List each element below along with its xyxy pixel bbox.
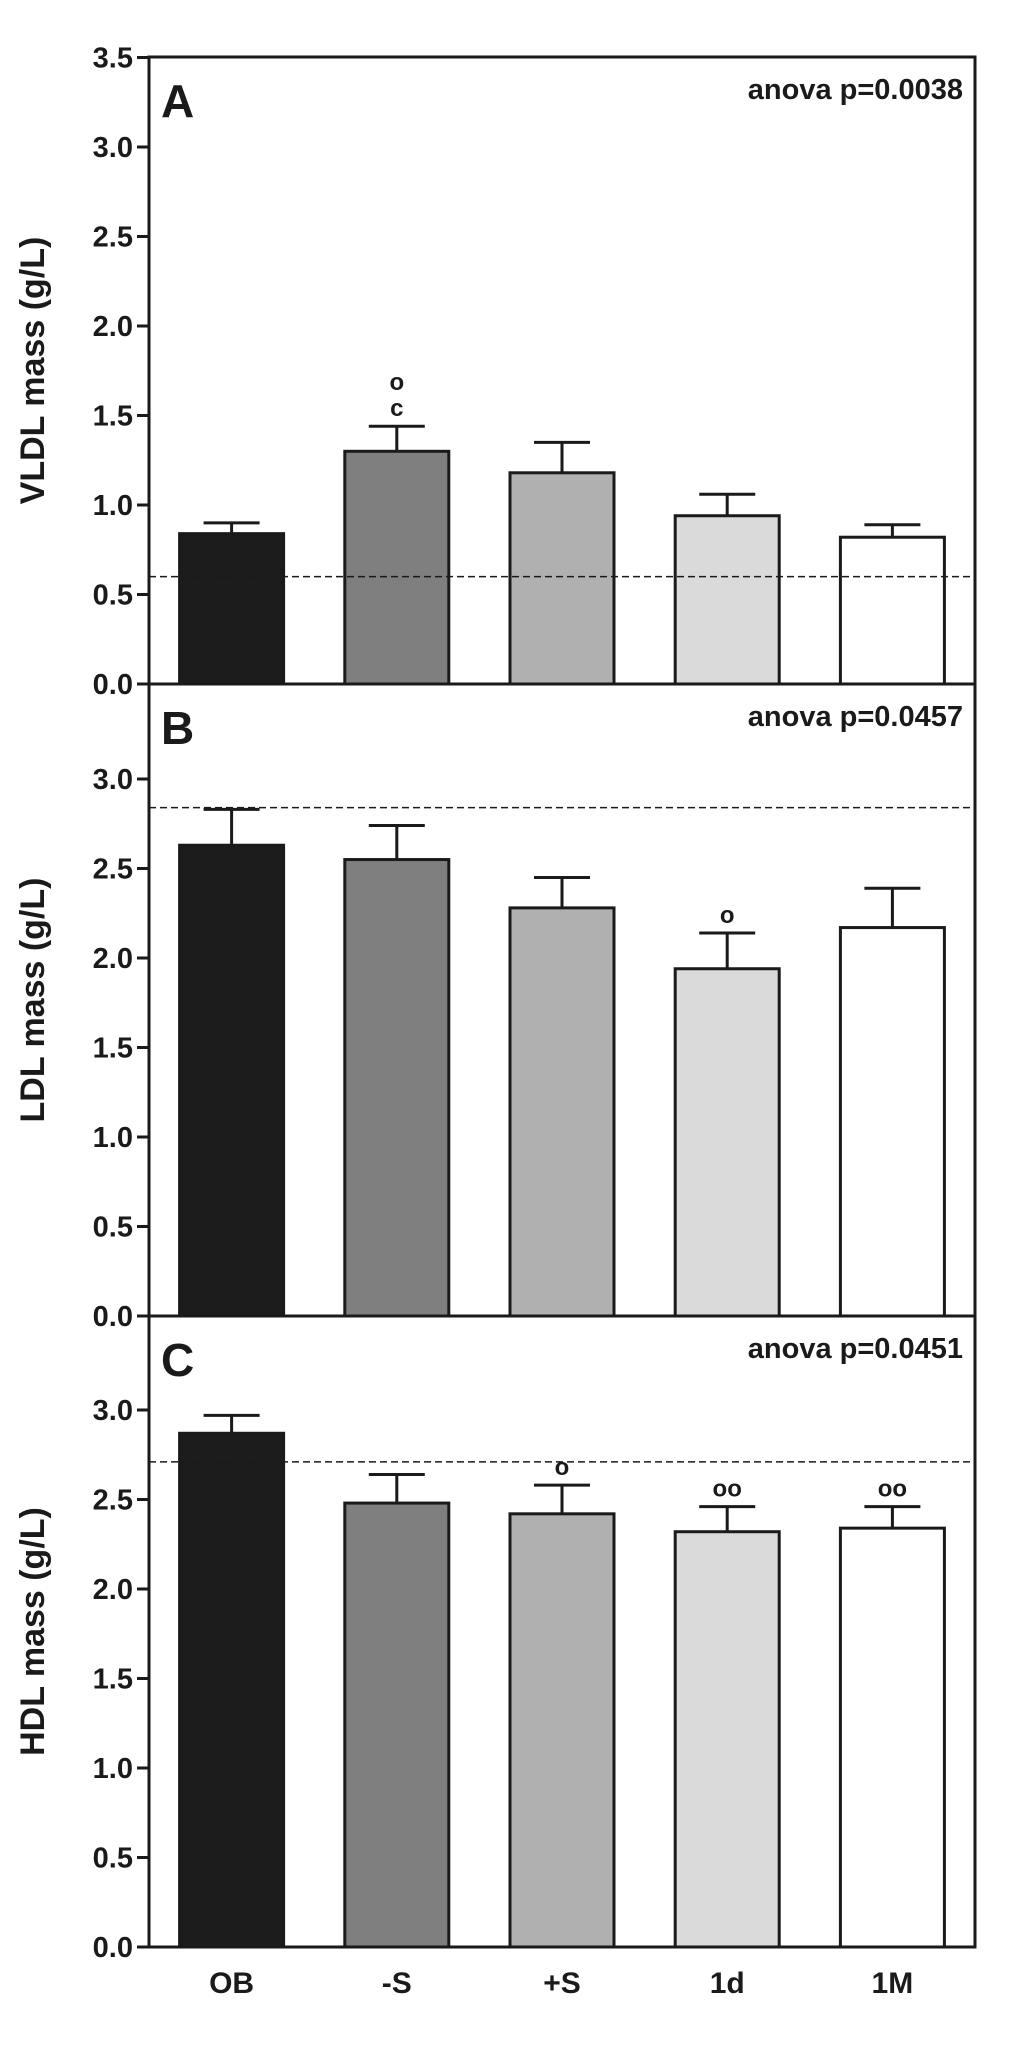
x-tick-label: +S [543,1967,581,2000]
significance-marker: o [720,902,735,929]
significance-marker: c [390,395,403,422]
bar--S [343,449,451,686]
x-tick-label: 1M [872,1967,914,2000]
significance-marker: o [389,369,404,396]
y-tick-label: 0.0 [93,669,133,701]
anova-annotation: anova p=0.0451 [748,1333,963,1365]
y-axis-label: VLDL mass (g/L) [14,237,52,505]
bar-+S [508,906,616,1318]
bar-OB [178,1431,286,1949]
y-axis-label: LDL mass (g/L) [14,878,52,1123]
y-tick-label: 2.5 [93,854,133,886]
panel-a: 0.0 0.5 1.0 1.5 2.0 2.5 3.0 3.5 VLDL mass (g/L) A… [14,43,977,701]
significance-marker: oo [713,1476,742,1503]
bar-OB [178,843,286,1318]
x-tick-label: 1d [710,1967,745,2000]
y-tick-label: 1.5 [93,1664,133,1696]
y-tick-label: 1.0 [93,1122,133,1154]
y-axis-label: HDL mass (g/L) [14,1507,52,1756]
y-tick-label: 0.0 [93,1932,133,1964]
bar-1d [673,967,781,1318]
y-tick-label: 0.5 [93,1212,133,1244]
y-tick-label: 2.5 [93,222,133,254]
bar-+S [508,471,616,686]
panel-letter: B [161,702,194,754]
y-tick-label: 1.0 [93,1753,133,1785]
panel-b: 0.0 0.5 1.0 1.5 2.0 2.5 3.0 LDL mass (g/L) B anov… [14,682,977,1333]
bar--S [343,1501,451,1949]
y-tick-label: 1.5 [93,401,133,433]
y-tick-label: 0.5 [93,580,133,612]
y-tick-label: 2.5 [93,1485,133,1517]
bar-+S [508,1512,616,1949]
y-tick-label: 2.0 [93,1574,133,1606]
bar--S [343,858,451,1318]
x-tick-label: OB [209,1967,254,2000]
x-tick-label: -S [382,1967,412,2000]
y-tick-label: 3.0 [93,1395,133,1427]
bar-1M [838,535,946,686]
y-tick-label: 0.5 [93,1843,133,1875]
bar-1M [838,926,946,1318]
panel-letter: C [161,1334,194,1386]
anova-annotation: anova p=0.0038 [748,74,963,106]
y-tick-label: 1.5 [93,1033,133,1065]
y-tick-label: 3.0 [93,132,133,164]
y-tick-label: 1.0 [93,490,133,522]
bar-OB [178,532,286,686]
y-tick-label: 2.0 [93,311,133,343]
significance-marker: o [555,1454,570,1481]
panel-c: 0.0 0.5 1.0 1.5 2.0 2.5 3.0 HDL mass (g/L) C anov… [14,1314,977,2000]
panel-letter: A [161,75,194,127]
y-tick-label: 0.0 [93,1301,133,1333]
bar-1d [673,514,781,686]
significance-marker: oo [878,1476,907,1503]
anova-annotation: anova p=0.0457 [748,701,963,733]
bar-1d [673,1530,781,1949]
y-tick-label: 3.0 [93,764,133,796]
bar-1M [838,1526,946,1949]
y-tick-label: 2.0 [93,943,133,975]
y-tick-label: 3.5 [93,43,133,75]
